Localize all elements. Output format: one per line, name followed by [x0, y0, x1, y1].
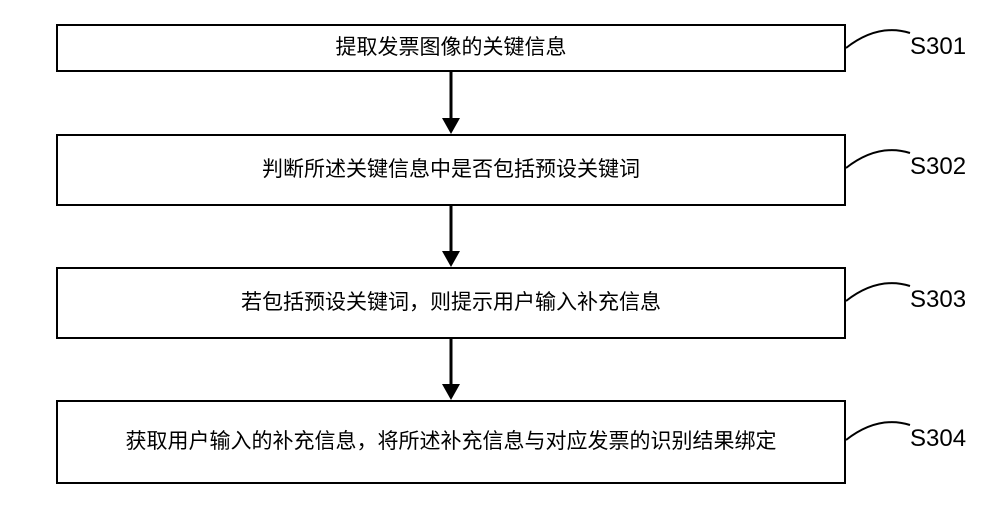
node-text-1: 提取发票图像的关键信息 — [316, 29, 587, 66]
connector-2 — [843, 143, 913, 173]
step-label-3: S303 — [910, 286, 966, 314]
flow-node-1: 提取发票图像的关键信息 — [56, 24, 846, 72]
step-label-1: S301 — [910, 33, 966, 61]
step-label-2: S302 — [910, 153, 966, 181]
node-text-4: 获取用户输入的补充信息，将所述补充信息与对应发票的识别结果绑定 — [106, 423, 797, 460]
flow-node-2: 判断所述关键信息中是否包括预设关键词 — [56, 134, 846, 206]
node-text-2: 判断所述关键信息中是否包括预设关键词 — [242, 151, 660, 188]
connector-1 — [843, 23, 913, 53]
flow-node-3: 若包括预设关键词，则提示用户输入补充信息 — [56, 267, 846, 339]
connector-4 — [843, 415, 913, 445]
connector-3 — [843, 276, 913, 306]
flow-node-4: 获取用户输入的补充信息，将所述补充信息与对应发票的识别结果绑定 — [56, 400, 846, 484]
step-label-4: S304 — [910, 425, 966, 453]
node-text-3: 若包括预设关键词，则提示用户输入补充信息 — [221, 284, 681, 321]
